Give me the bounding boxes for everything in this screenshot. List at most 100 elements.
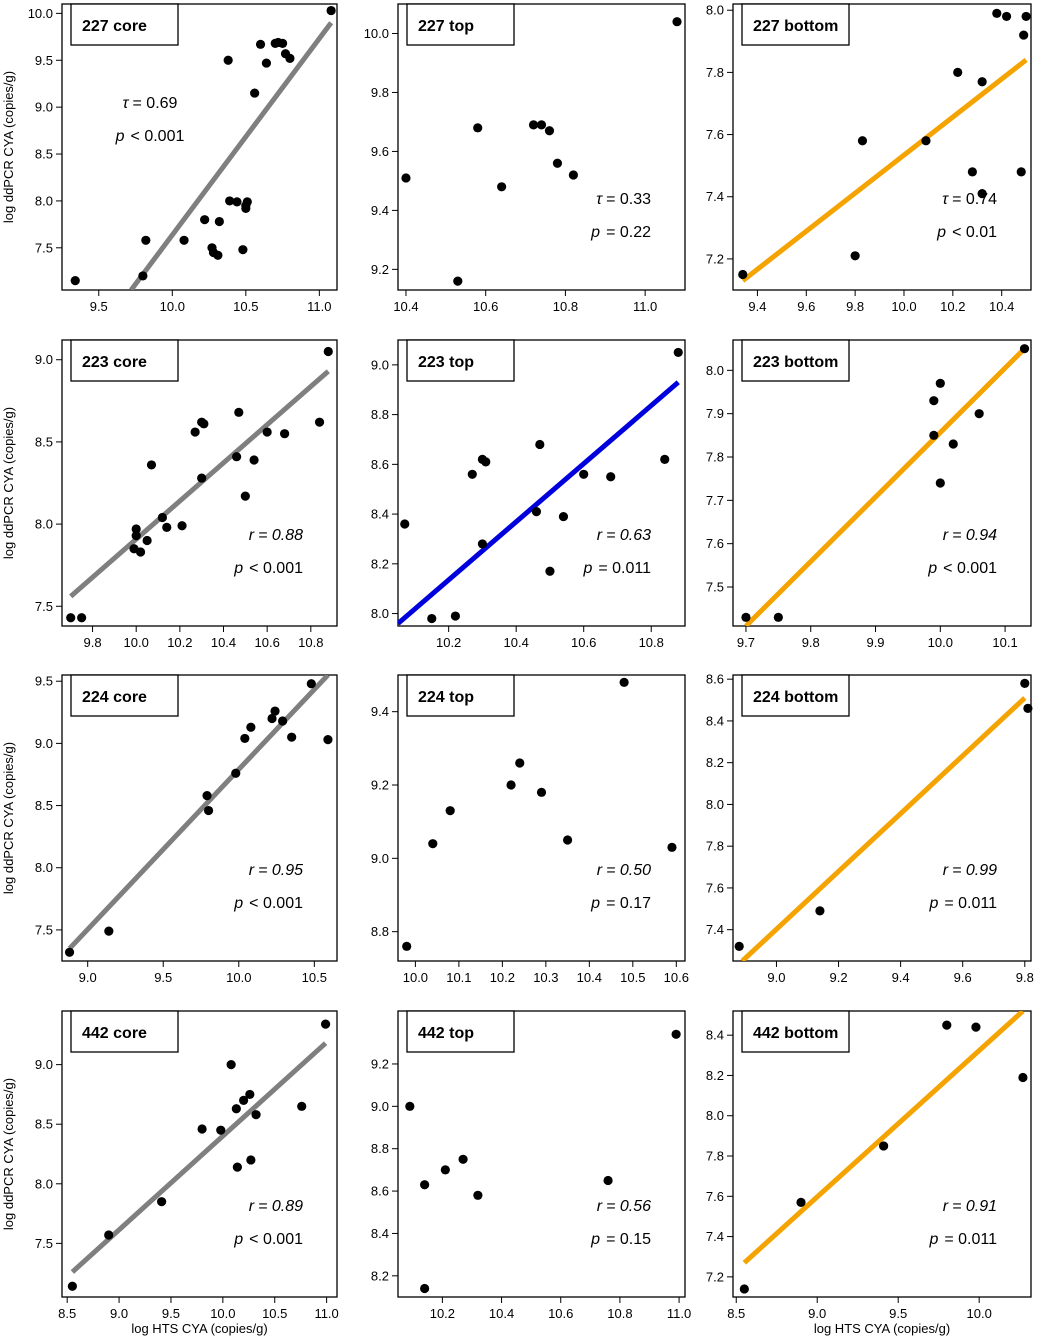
stat-coefficient-symbol: τ [942,191,949,208]
x-tick-label: 9.2 [830,970,848,985]
stat-p-value: p = 0.17 [590,895,651,912]
y-tick-label: 9.2 [371,778,389,793]
data-point [67,1281,77,1291]
x-tick-label: 10.0 [403,970,428,985]
y-tick-label: 8.6 [371,1184,389,1199]
data-point [261,58,272,68]
x-tick-label: 9.8 [802,635,820,650]
y-tick-label: 10.0 [28,6,53,21]
plot-frame [397,1010,686,1298]
plot-frame [397,339,686,627]
title-box-frame [70,3,179,46]
stat-p-value-text: < 0.001 [249,895,303,912]
data-point [280,429,290,439]
x-tick-label: 10.4 [211,635,236,650]
x-tick-label: 10.2 [436,635,461,650]
y-axis-title: log ddPCR CYA (copies/g) [1,407,16,559]
title-box-frame [741,674,850,717]
data-point [232,452,242,462]
data-point [142,535,152,546]
data-point [579,469,589,479]
data-point [977,77,987,87]
y-tick-label: 9.6 [371,144,389,159]
x-tick-label: 9.0 [767,970,785,985]
data-point [250,88,260,98]
data-point [278,716,288,726]
data-point [948,439,958,449]
x-tick-label: 9.0 [110,1306,128,1321]
data-point [477,539,488,549]
title-box-frame [406,1010,515,1053]
panel-title: 227 bottom [753,18,838,35]
x-tick-label: 10.4 [577,970,602,985]
stat-p-symbol: p [115,128,125,145]
data-point [251,1110,261,1120]
x-tick-label: 9.7 [737,635,755,650]
plot-frame [732,3,1032,291]
stat-p-value: p < 0.001 [233,560,303,577]
x-tick-label: 10.0 [928,635,953,650]
data-point [734,941,744,951]
data-point [739,1284,749,1294]
y-tick-label: 8.8 [371,1141,389,1156]
data-point [536,120,547,130]
data-point [857,136,868,146]
panel-title: 223 top [418,354,474,371]
data-point [506,780,516,790]
data-point [246,1155,256,1165]
data-point [135,547,146,557]
y-tick-label: 9.0 [35,352,53,367]
stat-p-value: p = 0.011 [928,895,997,912]
panel-title-box: 223 bottom [741,339,850,382]
data-point [400,519,410,529]
x-tick-label: 8.5 [727,1306,745,1321]
y-tick-label: 9.2 [371,262,389,277]
x-tick-label: 10.2 [430,1306,455,1321]
plot-frame [397,674,686,962]
data-point [306,679,316,689]
data-point [1020,678,1030,688]
data-point [515,758,525,768]
stat-p-value: p < 0.001 [927,560,997,577]
x-tick-label: 10.4 [393,299,418,314]
stat-coefficient-symbol: r [249,1198,255,1215]
data-point [70,276,80,286]
panel-title-box: 223 core [70,339,179,382]
y-tick-label: 7.5 [35,1236,53,1251]
regression-line [740,696,1027,961]
data-point [603,1175,613,1186]
data-point [497,182,507,192]
stat-p-symbol: p [590,895,600,912]
x-tick-label: 10.0 [967,1306,992,1321]
y-tick-label: 9.2 [371,1056,389,1071]
x-tick-label: 9.8 [846,299,864,314]
y-tick-label: 7.5 [35,240,53,255]
panel-title: 224 bottom [753,689,838,706]
stat-coefficient-symbol: τ [596,191,603,208]
data-point [249,455,259,465]
y-tick-label: 9.0 [371,357,389,372]
stat-coefficient: r = 0.89 [249,1198,303,1215]
y-tick-label: 9.0 [35,100,53,115]
data-point [850,251,860,261]
plot-frame [61,674,338,962]
data-point [197,473,207,483]
data-point [157,1197,167,1207]
panel-223-top: 10.2 10.4 10.6 10.8 8.0 8.2 8.4 8.6 8.8 9.0 223 to… [371,339,686,650]
data-point [544,126,555,136]
data-point [953,67,963,77]
data-point [671,1029,681,1039]
x-tick-label: 9.5 [889,1306,907,1321]
panel-title: 224 top [418,689,474,706]
stat-p-symbol: p [233,560,243,577]
x-tick-label: 10.4 [504,635,529,650]
panel-title: 227 top [418,18,474,35]
panel-title: 442 bottom [753,1025,838,1042]
y-tick-label: 7.5 [35,599,53,614]
y-tick-label: 8.0 [706,797,724,812]
x-tick-label: 10.5 [262,1306,287,1321]
y-tick-label: 7.6 [706,1189,724,1204]
stat-coefficient-symbol: r [597,1198,603,1215]
panel-title-box: 223 top [406,339,515,382]
